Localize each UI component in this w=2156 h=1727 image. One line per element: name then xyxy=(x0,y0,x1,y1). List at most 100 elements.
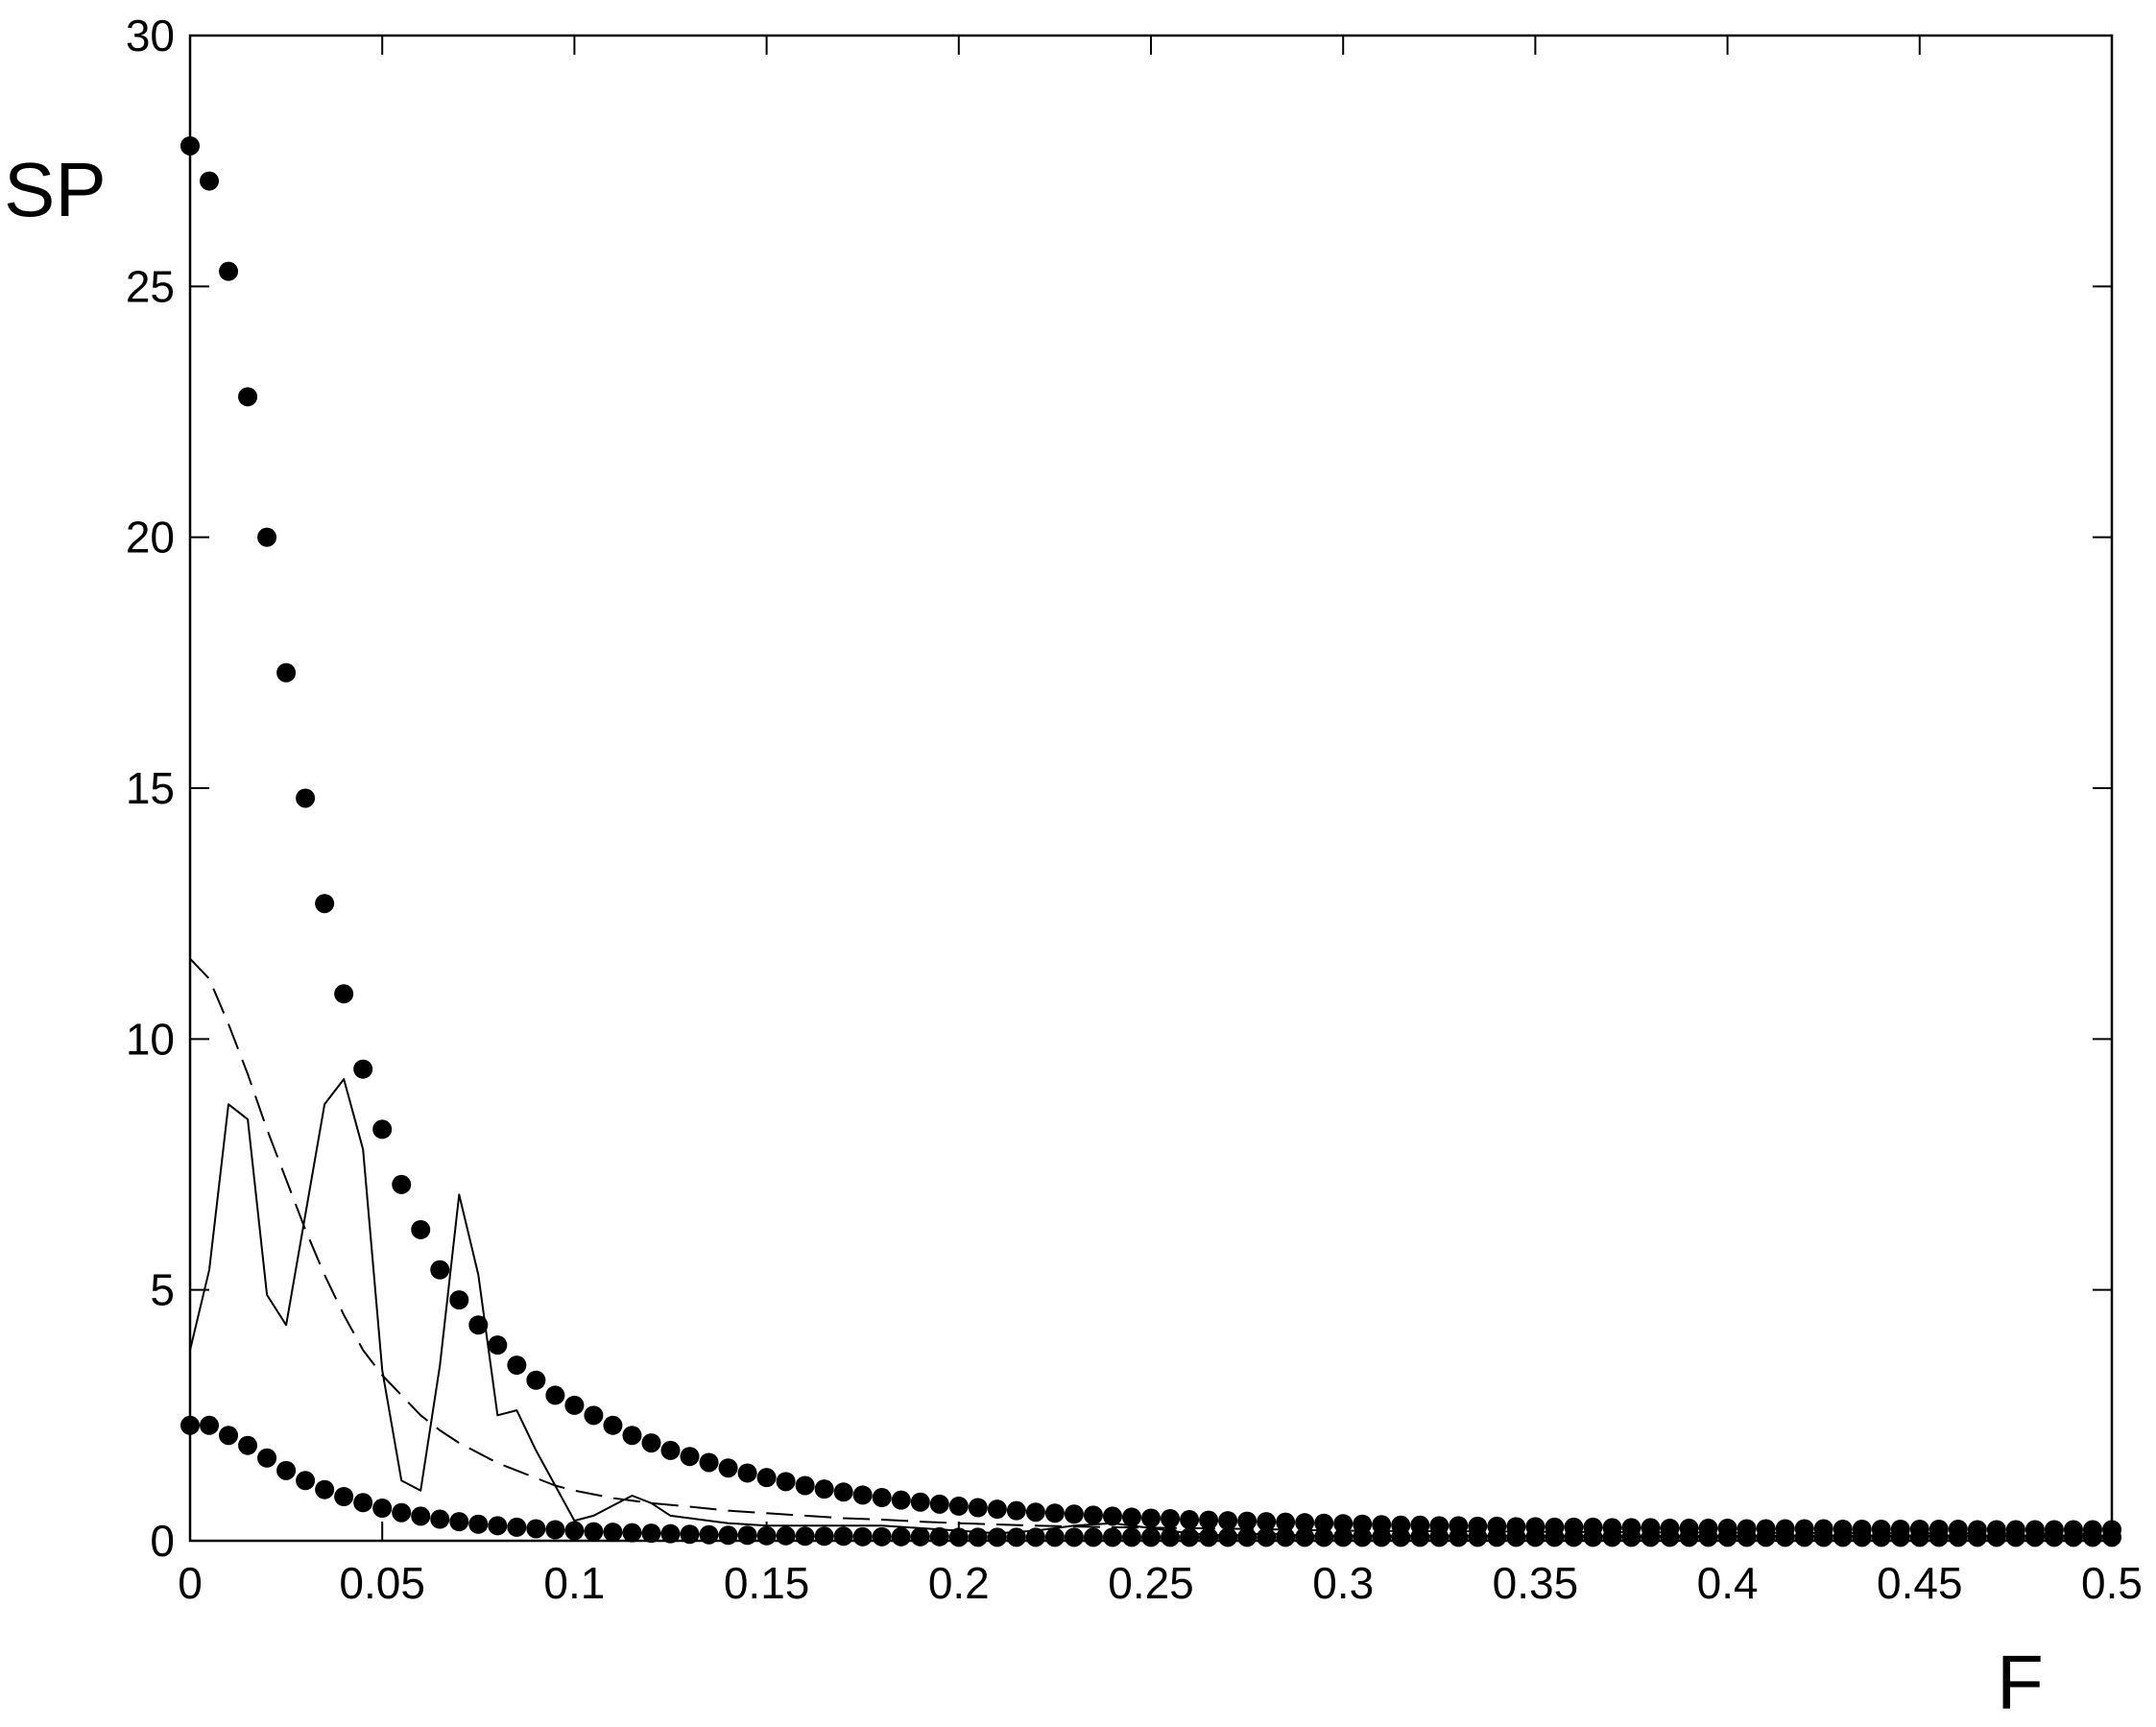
data-point xyxy=(1564,1527,1584,1547)
data-point xyxy=(1737,1527,1757,1547)
data-point xyxy=(334,984,354,1004)
data-point xyxy=(660,1523,681,1544)
data-point xyxy=(2005,1527,2025,1547)
data-point xyxy=(1794,1527,1814,1547)
y-axis-title: SP xyxy=(4,147,107,232)
data-point xyxy=(1199,1510,1219,1530)
data-point xyxy=(238,387,258,407)
data-point xyxy=(1180,1510,1200,1530)
data-point xyxy=(219,261,239,281)
data-point xyxy=(776,1525,796,1546)
x-tick-label: 0.45 xyxy=(1877,1558,1963,1608)
data-point xyxy=(814,1526,834,1547)
data-point xyxy=(1909,1527,1929,1547)
data-point xyxy=(257,527,277,547)
data-point xyxy=(1813,1527,1833,1547)
data-point xyxy=(1218,1527,1238,1547)
data-point xyxy=(353,1059,373,1079)
data-point xyxy=(776,1472,796,1492)
data-point xyxy=(891,1490,911,1510)
data-point xyxy=(929,1526,949,1547)
x-tick-label: 0.35 xyxy=(1493,1558,1579,1608)
data-point xyxy=(1449,1527,1469,1547)
data-point xyxy=(968,1498,988,1518)
data-point xyxy=(564,1395,585,1415)
data-point xyxy=(334,1487,354,1507)
data-point xyxy=(1044,1527,1065,1547)
data-point xyxy=(526,1519,546,1539)
data-point xyxy=(660,1440,681,1460)
data-point xyxy=(488,1335,508,1355)
data-point xyxy=(296,1471,316,1491)
data-point xyxy=(968,1527,988,1547)
data-point xyxy=(1602,1527,1622,1547)
x-tick-label: 0.5 xyxy=(2081,1558,2143,1608)
data-point xyxy=(1506,1527,1526,1547)
data-point xyxy=(1121,1527,1141,1547)
data-point xyxy=(622,1523,642,1543)
data-point xyxy=(353,1493,373,1513)
data-point xyxy=(1833,1527,1853,1547)
data-point xyxy=(1391,1527,1411,1547)
data-point xyxy=(1487,1527,1507,1547)
series-line xyxy=(189,1078,2112,1537)
data-point xyxy=(680,1524,700,1545)
data-point xyxy=(1006,1500,1026,1521)
data-point xyxy=(1525,1527,1545,1547)
data-point xyxy=(392,1174,412,1194)
data-point xyxy=(276,1460,297,1480)
data-point xyxy=(1006,1527,1026,1547)
data-point xyxy=(737,1525,757,1546)
data-point xyxy=(910,1526,930,1547)
data-point xyxy=(1333,1514,1353,1534)
data-point xyxy=(238,1435,258,1455)
data-point xyxy=(1044,1503,1065,1523)
data-point xyxy=(584,1405,604,1426)
y-tick-label: 15 xyxy=(126,763,175,813)
data-point xyxy=(737,1463,757,1483)
data-point xyxy=(1064,1527,1084,1547)
data-point xyxy=(296,788,316,808)
y-tick-label: 5 xyxy=(150,1265,175,1315)
data-point xyxy=(1064,1504,1084,1524)
data-point xyxy=(488,1516,508,1536)
data-point xyxy=(1237,1511,1258,1531)
data-point xyxy=(257,1448,277,1468)
data-point xyxy=(622,1426,642,1446)
x-tick-label: 0.15 xyxy=(724,1558,810,1608)
data-point xyxy=(200,1415,220,1435)
data-point xyxy=(910,1492,930,1512)
data-point xyxy=(1698,1527,1718,1547)
data-point xyxy=(411,1219,431,1239)
x-tick-label: 0.05 xyxy=(339,1558,425,1608)
data-point xyxy=(929,1494,949,1514)
data-point xyxy=(449,1512,469,1532)
data-point xyxy=(948,1496,969,1516)
data-point xyxy=(180,135,200,156)
data-point xyxy=(430,1509,450,1529)
data-point xyxy=(1161,1527,1181,1547)
series-0-dots xyxy=(180,135,2121,1540)
data-point xyxy=(1429,1527,1449,1547)
data-point xyxy=(1641,1527,1661,1547)
x-tick-label: 0.4 xyxy=(1697,1558,1759,1608)
data-point xyxy=(1083,1527,1103,1547)
series-3-dashed xyxy=(189,958,2113,1535)
data-point xyxy=(603,1523,623,1543)
data-point xyxy=(1871,1527,1891,1547)
data-point xyxy=(699,1452,719,1473)
data-point xyxy=(219,1426,239,1446)
data-point xyxy=(372,1499,393,1519)
data-point xyxy=(718,1458,738,1478)
data-point xyxy=(449,1290,469,1310)
series-line xyxy=(189,958,2113,1535)
data-point xyxy=(276,662,297,683)
y-tick-label: 20 xyxy=(126,513,175,563)
series-layer xyxy=(180,135,2121,1547)
data-point xyxy=(2024,1527,2045,1547)
data-point xyxy=(1314,1513,1334,1533)
data-point xyxy=(795,1526,815,1547)
data-point xyxy=(1025,1527,1045,1547)
data-point xyxy=(814,1479,834,1499)
data-point xyxy=(1218,1511,1238,1531)
